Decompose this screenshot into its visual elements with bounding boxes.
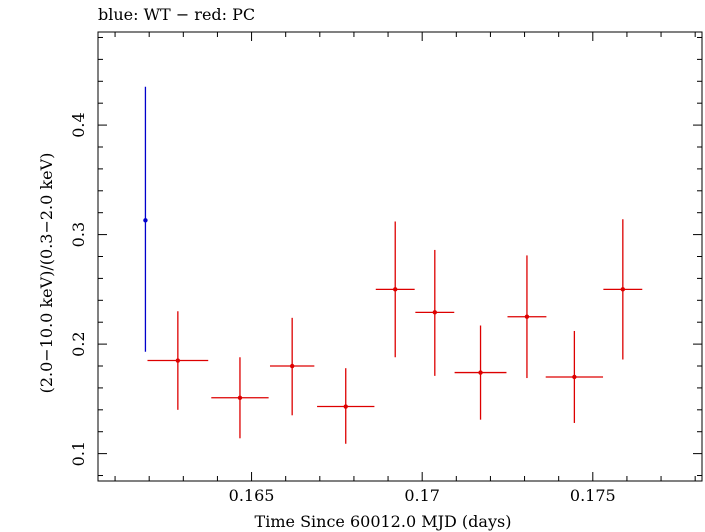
data-point — [432, 310, 438, 315]
y-axis-label: (2.0−10.0 keV)/(0.3−2.0 keV) — [37, 153, 56, 394]
series-layer — [143, 86, 643, 444]
data-point — [524, 314, 530, 319]
series-pc — [147, 219, 643, 444]
data-point — [143, 218, 148, 223]
x-tick-label: 0.17 — [404, 486, 440, 505]
data-point — [237, 395, 243, 400]
y-tick-label: 0.3 — [69, 222, 88, 247]
y-tick-label: 0.1 — [69, 441, 88, 466]
x-tick-label: 0.165 — [229, 486, 275, 505]
data-point — [343, 404, 348, 409]
y-tick-label: 0.2 — [69, 331, 88, 356]
x-tick-label: 0.175 — [570, 486, 616, 505]
x-axis-label: Time Since 60012.0 MJD (days) — [255, 512, 512, 531]
plot-frame — [97, 31, 703, 482]
chart-title: blue: WT − red: PC — [98, 5, 256, 24]
axes: 0.165 0.17 0.175 0.1 0.2 0.3 0.4 — [69, 31, 703, 505]
data-point — [478, 370, 483, 375]
y-tick-label: 0.4 — [69, 112, 88, 137]
data-point — [393, 287, 398, 292]
data-point — [572, 374, 577, 380]
series-wt — [143, 86, 148, 352]
data-point — [175, 358, 181, 363]
data-point — [289, 363, 295, 369]
data-point — [620, 287, 626, 292]
